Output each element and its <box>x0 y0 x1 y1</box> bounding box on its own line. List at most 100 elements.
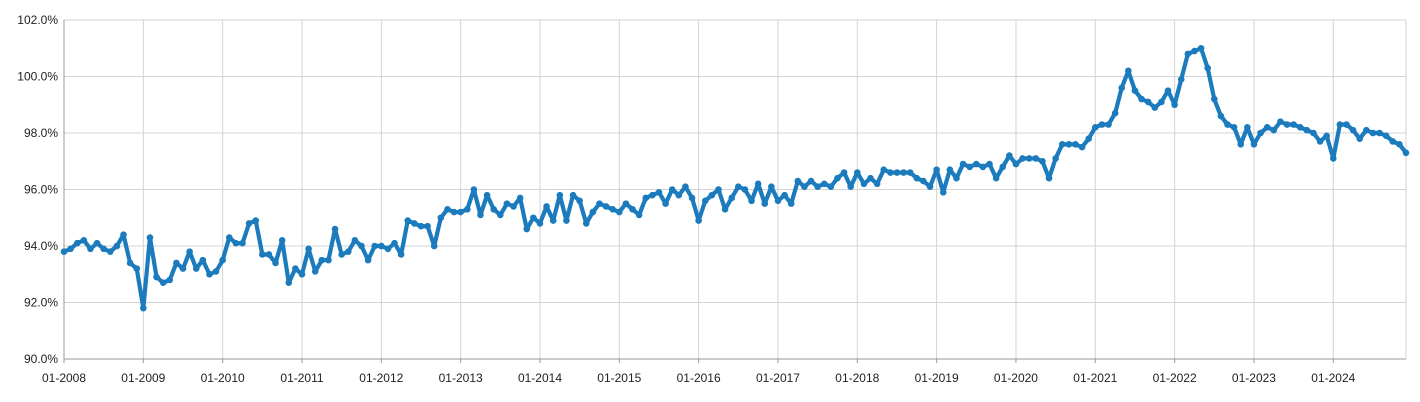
data-point <box>939 189 947 196</box>
data-point <box>113 242 121 250</box>
data-point <box>1091 124 1099 131</box>
data-point <box>1336 121 1344 128</box>
data-point <box>761 200 769 207</box>
x-tick-label: 01-2022 <box>1153 371 1197 385</box>
data-point <box>239 239 246 247</box>
data-point <box>1376 129 1383 137</box>
data-point <box>1316 138 1324 145</box>
data-point <box>880 166 888 174</box>
data-point <box>774 197 782 205</box>
data-point <box>140 304 147 312</box>
data-point <box>794 177 802 185</box>
data-point <box>748 197 755 205</box>
data-point <box>979 163 987 171</box>
data-point <box>206 270 213 278</box>
data-point <box>371 242 379 250</box>
data-point <box>655 189 663 196</box>
data-point <box>417 222 425 230</box>
data-point <box>576 197 583 205</box>
data-point <box>1019 155 1026 162</box>
data-point <box>1151 104 1159 111</box>
data-point <box>1138 95 1145 103</box>
data-point <box>1263 124 1271 131</box>
data-point <box>292 265 299 272</box>
x-tick-label: 01-2014 <box>518 371 562 385</box>
data-point <box>708 191 716 199</box>
data-point <box>1078 143 1086 151</box>
data-point <box>318 256 326 264</box>
data-point <box>179 265 187 272</box>
data-point <box>992 174 1000 182</box>
data-point <box>906 169 914 176</box>
data-point <box>701 197 709 205</box>
data-point <box>1363 126 1370 134</box>
data-point <box>549 217 557 224</box>
grid <box>63 19 1407 360</box>
data-point <box>305 245 312 253</box>
x-tick-label: 01-2024 <box>1311 371 1355 385</box>
data-point <box>120 231 127 238</box>
data-point <box>972 160 980 168</box>
data-point <box>735 183 742 190</box>
data-point <box>787 200 795 207</box>
data-point <box>1052 155 1059 162</box>
data-point <box>126 259 134 267</box>
data-point <box>622 200 630 207</box>
x-tick-label: 01-2013 <box>439 371 483 385</box>
series-line <box>61 46 1409 311</box>
data-point <box>219 256 226 264</box>
data-point <box>1072 141 1079 148</box>
data-point <box>616 208 623 216</box>
data-point <box>675 191 683 199</box>
data-point <box>986 160 993 168</box>
y-tick-label: 100.0% <box>17 70 58 84</box>
data-point <box>715 186 722 193</box>
data-point <box>490 205 498 213</box>
y-tick-label: 98.0% <box>24 126 58 140</box>
data-point <box>1389 138 1397 145</box>
data-point <box>391 239 398 247</box>
data-point <box>1250 141 1258 148</box>
data-point <box>404 217 412 224</box>
series <box>60 44 1410 312</box>
x-tick-label: 01-2019 <box>915 371 959 385</box>
data-point <box>351 237 359 244</box>
data-point <box>900 169 907 176</box>
data-point <box>1303 126 1311 134</box>
data-point <box>1277 118 1284 125</box>
data-point <box>1006 152 1013 159</box>
data-point <box>497 211 504 219</box>
data-point <box>411 220 418 227</box>
data-point <box>1111 109 1119 117</box>
data-point <box>483 191 491 199</box>
data-point <box>801 183 808 190</box>
data-point <box>728 194 735 202</box>
data-point <box>1045 174 1053 182</box>
data-point <box>1131 87 1139 94</box>
data-point <box>1396 141 1403 148</box>
data-point <box>378 242 385 250</box>
y-tick-label: 92.0% <box>24 296 58 310</box>
data-point <box>80 237 88 244</box>
data-point <box>662 200 669 207</box>
data-point <box>344 248 352 255</box>
data-point <box>1191 47 1198 55</box>
data-point <box>741 186 749 193</box>
data-point <box>721 205 729 213</box>
data-point <box>338 251 345 258</box>
data-point <box>682 183 689 190</box>
data-point <box>1058 141 1066 148</box>
data-point <box>847 183 854 190</box>
tick-labels: 90.0% 92.0% 94.0% 96.0% 98.0% 100.0% 102.0% 01-… <box>17 13 1355 385</box>
data-point <box>153 273 160 281</box>
data-point <box>285 279 293 287</box>
data-point <box>93 239 101 247</box>
data-point <box>1217 112 1225 120</box>
data-point <box>212 268 220 275</box>
data-point <box>510 203 517 210</box>
data-point <box>854 169 861 176</box>
data-point <box>1283 121 1291 128</box>
x-tick-label: 01-2015 <box>597 371 641 385</box>
data-point <box>873 180 881 188</box>
data-point <box>259 251 266 258</box>
